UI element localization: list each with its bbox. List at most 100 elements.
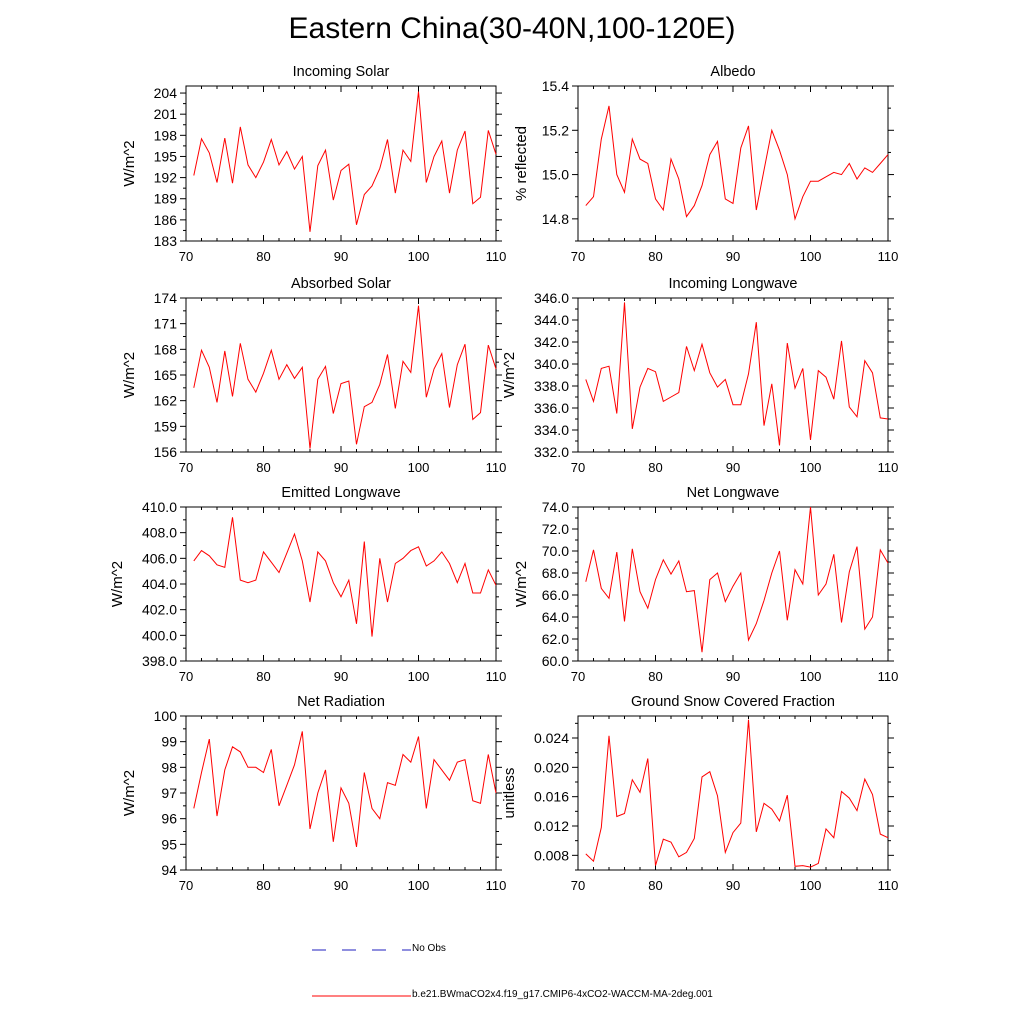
x-tick-label: 80 [256,460,270,475]
panel-title: Incoming Longwave [669,276,798,292]
y-tick-label: 0.024 [534,730,569,746]
y-tick-label: 0.008 [534,847,569,863]
y-tick-label: 0.012 [534,818,569,834]
y-tick-label: 186 [154,212,178,228]
y-tick-label: 344.0 [534,312,569,328]
panel-3: 70 80 90 100 110 332.0 334.0 336.0 338.0 340.0 342… [501,276,898,475]
x-tick-label: 110 [486,669,507,684]
x-tick-label: 80 [256,878,270,893]
legend-model-line [312,995,411,997]
panel-title: Net Longwave [687,485,780,501]
plot-frame [577,506,889,662]
y-tick-label: 342.0 [534,334,569,350]
x-tick-label: 70 [179,249,193,264]
y-tick-label: 192 [154,170,178,186]
x-tick-label: 90 [334,249,348,264]
y-tick-label: 338.0 [534,378,569,394]
y-tick-label: 66.0 [542,587,569,603]
x-tick-label: 100 [800,249,822,264]
series-line [193,305,497,449]
series-line [585,506,889,653]
series-line [193,517,497,637]
series-line [193,731,497,847]
y-tick-label: 201 [154,106,178,122]
y-tick-label: 332.0 [534,444,569,460]
y-tick-label: 336.0 [534,400,569,416]
y-tick-label: 0.016 [534,789,569,805]
x-tick-label: 90 [334,878,348,893]
panel-4: 70 80 90 100 110 398.0 400.0 402.0 404.0 406.0 408… [109,485,506,684]
y-axis-label: W/m^2 [121,352,138,398]
y-tick-label: 70.0 [542,543,569,559]
y-tick-label: 100 [154,708,178,724]
y-tick-label: 0.020 [534,759,569,775]
x-tick-label: 80 [648,669,662,684]
x-tick-label: 100 [408,460,430,475]
y-tick-label: 400.0 [142,627,177,643]
x-tick-label: 70 [571,460,585,475]
panel-title: Absorbed Solar [291,276,391,292]
x-tick-label: 70 [179,460,193,475]
x-tick-label: 70 [179,878,193,893]
y-tick-label: 15.0 [542,167,569,183]
y-tick-label: 62.0 [542,631,569,647]
x-tick-label: 80 [648,249,662,264]
y-tick-label: 171 [154,316,178,332]
y-tick-label: 99 [161,734,177,750]
y-tick-label: 168 [154,341,178,357]
x-tick-label: 90 [334,460,348,475]
y-axis-label: unitless [501,768,518,819]
y-tick-label: 334.0 [534,422,569,438]
x-tick-label: 110 [486,460,507,475]
plot-frame [185,715,497,871]
x-tick-label: 100 [800,669,822,684]
legend-no-obs-line [312,949,411,951]
x-tick-label: 110 [878,249,899,264]
x-tick-label: 110 [878,878,899,893]
y-axis-label: W/m^2 [513,561,530,607]
y-axis-label: % reflected [513,126,530,201]
y-tick-label: 408.0 [142,525,177,541]
x-tick-label: 110 [878,460,899,475]
y-tick-label: 402.0 [142,602,177,618]
x-tick-label: 80 [648,460,662,475]
legend-no-obs-label: No Obs [412,943,446,954]
y-axis-label: W/m^2 [109,561,126,607]
y-tick-label: 98 [161,759,177,775]
panel-5: 70 80 90 100 110 60.0 62.0 64.0 66.0 68.0 70.0 72.0… [513,485,898,684]
x-tick-label: 70 [571,249,585,264]
y-tick-label: 95 [161,836,177,852]
y-tick-label: 346.0 [534,290,569,306]
panel-2: 70 80 90 100 110 156 159 162 165 168 171 174 Absorbe… [121,276,506,475]
x-tick-label: 110 [878,669,899,684]
y-tick-label: 198 [154,127,178,143]
series-line [585,302,889,446]
y-axis-label: W/m^2 [121,140,138,186]
panel-title: Ground Snow Covered Fraction [631,694,835,710]
panel-title: Emitted Longwave [281,485,400,501]
y-tick-label: 183 [154,233,178,249]
y-tick-label: 340.0 [534,356,569,372]
panel-0: 70 80 90 100 110 183 186 189 192 195 198 201 204 Inco… [121,64,506,264]
y-tick-label: 96 [161,811,177,827]
plot-frame [185,85,497,242]
x-tick-label: 110 [486,249,507,264]
y-tick-label: 174 [154,290,178,306]
panel-title: Incoming Solar [293,64,390,80]
y-tick-label: 15.2 [542,122,569,138]
x-tick-label: 100 [408,249,430,264]
x-tick-label: 100 [408,669,430,684]
y-tick-label: 162 [154,393,178,409]
y-tick-label: 64.0 [542,609,569,625]
x-tick-label: 90 [726,249,740,264]
y-tick-label: 97 [161,785,177,801]
y-tick-label: 410.0 [142,499,177,515]
plot-frame [577,85,889,242]
panel-title: Net Radiation [297,694,385,710]
y-tick-label: 72.0 [542,521,569,537]
y-tick-label: 404.0 [142,576,177,592]
main-title: Eastern China(30-40N,100-120E) [288,12,736,45]
x-tick-label: 70 [179,669,193,684]
y-tick-label: 159 [154,418,178,434]
